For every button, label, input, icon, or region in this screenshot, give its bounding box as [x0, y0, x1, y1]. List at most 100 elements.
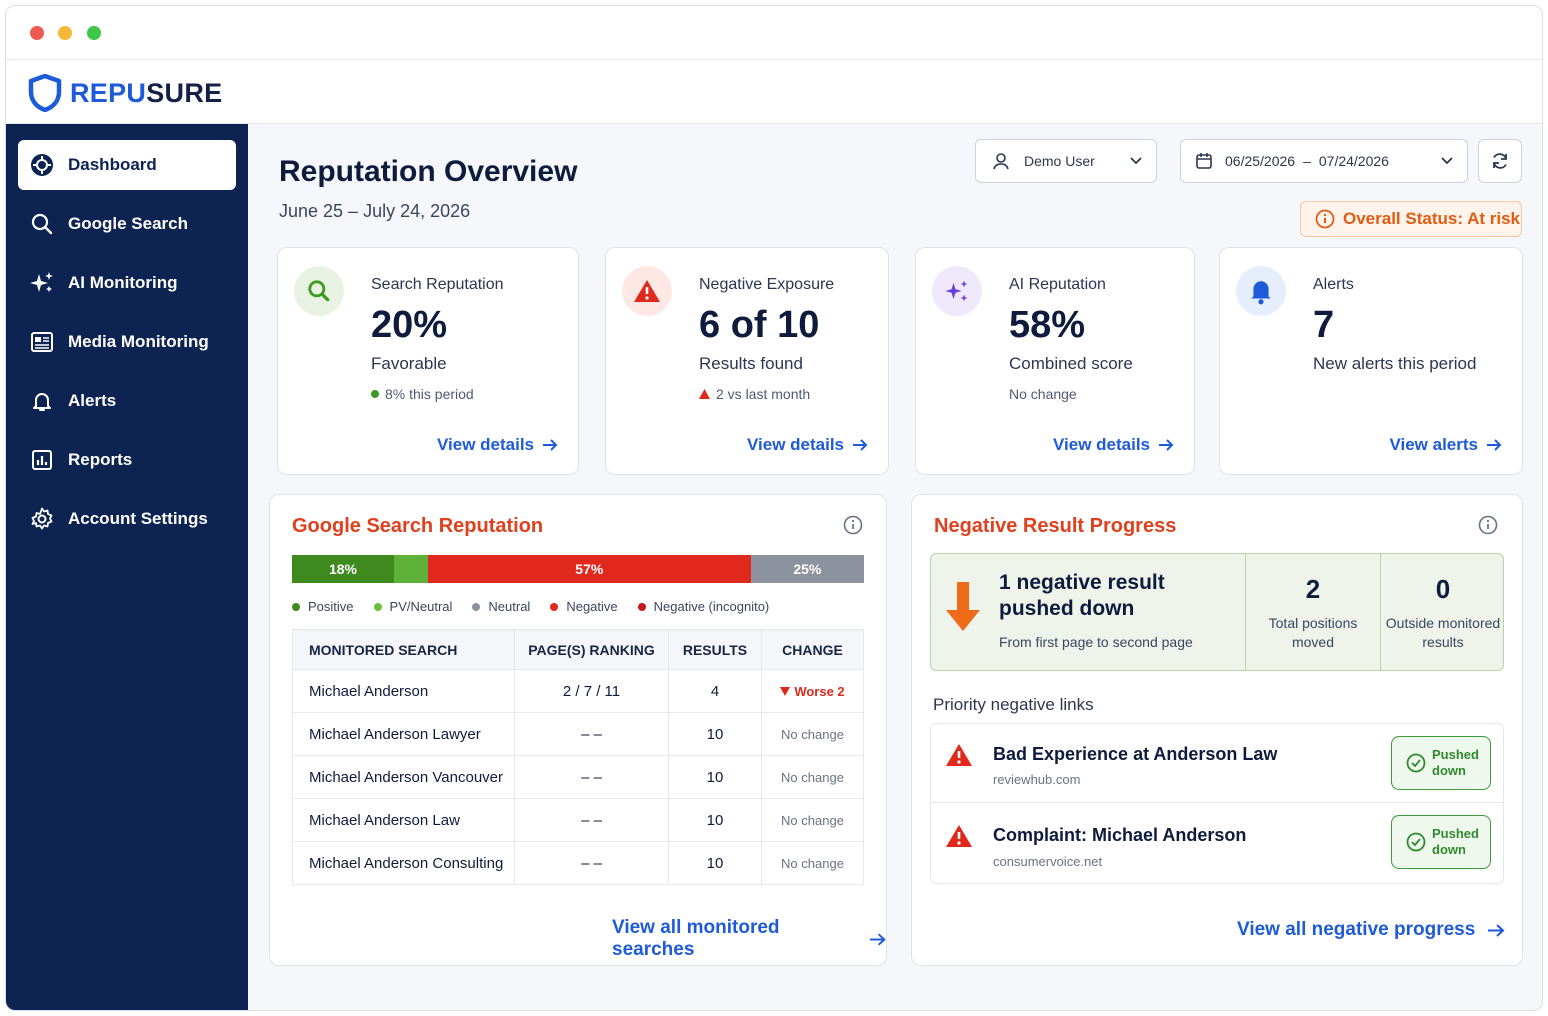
- card-trend: No change: [1009, 386, 1077, 402]
- sidebar-item-label: Dashboard: [68, 155, 157, 174]
- progress-headline: 1 negative result pushed down: [999, 570, 1165, 622]
- app-header: REPUSURE: [6, 60, 1542, 124]
- legend-item: Negative: [550, 599, 618, 614]
- legend-item: Negative (incognito): [637, 599, 769, 614]
- sidebar-item-ai-monitoring[interactable]: AI Monitoring: [18, 258, 236, 308]
- column-header[interactable]: MONITORED SEARCH: [292, 629, 515, 670]
- sidebar-item-media-monitoring[interactable]: Media Monitoring: [18, 317, 236, 367]
- view-details-link[interactable]: View details: [1053, 435, 1174, 455]
- search-term: Michael Anderson: [292, 669, 515, 713]
- view-all-monitored-searches-link[interactable]: View all monitored searches: [612, 917, 886, 961]
- view-all-negative-progress-link[interactable]: View all negative progress: [1237, 919, 1505, 941]
- legend-label: PV/Neutral: [389, 599, 453, 614]
- headline-line: 1 negative result: [999, 571, 1165, 594]
- user-icon: [993, 153, 1009, 170]
- sidebar-item-google-search[interactable]: Google Search: [18, 199, 236, 249]
- results-count: 4: [668, 669, 762, 713]
- legend-dot-icon: [292, 602, 300, 611]
- sidebar-item-alerts[interactable]: Alerts: [18, 376, 236, 426]
- card-trend-text: 2 vs last month: [716, 386, 811, 402]
- panel-title: Negative Result Progress: [934, 515, 1177, 537]
- search-term: Michael Anderson Law: [292, 798, 515, 842]
- change-cell: Worse 2: [761, 669, 864, 713]
- search-icon: [31, 213, 53, 235]
- page-date-range: June 25 – July 24, 2026: [279, 201, 471, 221]
- negative-result-progress-panel: Negative Result Progress 1 negative resu…: [911, 494, 1523, 966]
- link-title: Bad Experience at Anderson Law: [993, 744, 1278, 764]
- arrow-right-icon: [1488, 923, 1505, 937]
- column-header[interactable]: CHANGE: [761, 629, 864, 670]
- page-ranking: – –: [514, 755, 669, 799]
- badge-line: Pushed: [1432, 747, 1479, 762]
- change-value: No change: [761, 712, 864, 756]
- google-search-reputation-panel: Google Search Reputation 18% 57% 25% Posit…: [269, 494, 887, 966]
- stat-label: moved: [1291, 634, 1335, 650]
- green-dot-icon: [371, 390, 379, 398]
- card-trend-text: 8% this period: [385, 386, 474, 402]
- bell-icon: [1236, 266, 1286, 316]
- sidebar-item-dashboard[interactable]: Dashboard: [18, 140, 236, 190]
- table-row[interactable]: Michael Anderson 2 / 7 / 11 4 Worse 2: [292, 669, 864, 713]
- date-range-picker[interactable]: 06/25/2026 – 07/24/2026: [1180, 139, 1468, 183]
- maximize-window-button[interactable]: [87, 26, 101, 40]
- gear-icon: [31, 507, 53, 530]
- priority-link-item[interactable]: Bad Experience at Anderson Law reviewhub…: [930, 723, 1504, 803]
- card-value: 58%: [1009, 304, 1086, 346]
- chevron-down-icon: [1441, 157, 1453, 165]
- change-value: No change: [761, 798, 864, 842]
- view-details-link[interactable]: View details: [747, 435, 868, 455]
- chevron-down-icon: [1130, 157, 1142, 165]
- app-window: REPUSURE Dashboard Google Search AI Moni…: [5, 5, 1543, 1011]
- card-label: Combined score: [1009, 354, 1133, 373]
- view-details-link[interactable]: View details: [437, 435, 558, 455]
- card-title: Alerts: [1313, 276, 1354, 293]
- badge-line: Pushed: [1432, 826, 1479, 841]
- progress-summary: 1 negative result pushed down From first…: [930, 553, 1504, 671]
- monitored-searches-table: MONITORED SEARCH PAGE(S) RANKING RESULTS…: [292, 629, 864, 885]
- link-label: View details: [1052, 435, 1150, 454]
- sidebar-item-label: Account Settings: [68, 509, 208, 528]
- sparkles-icon: [30, 272, 53, 292]
- calendar-icon: [1196, 153, 1212, 169]
- minimize-window-button[interactable]: [58, 26, 72, 40]
- sidebar-item-account-settings[interactable]: Account Settings: [18, 494, 236, 544]
- sidebar-item-reports[interactable]: Reports: [18, 435, 236, 485]
- card-trend: 8% this period: [371, 386, 474, 402]
- legend-item: PV/Neutral: [373, 599, 453, 614]
- refresh-button[interactable]: [1478, 139, 1522, 183]
- link-domain: consumervoice.net: [993, 854, 1103, 869]
- column-header[interactable]: RESULTS: [668, 629, 762, 670]
- legend-dot-icon: [472, 602, 481, 611]
- arrow-right-icon: [1487, 439, 1502, 451]
- overall-status-text: Overall Status: At risk: [1343, 209, 1520, 228]
- table-row[interactable]: Michael Anderson Lawyer – – 10 No change: [292, 712, 864, 756]
- card-value: 6 of 10: [699, 304, 820, 346]
- info-icon[interactable]: [1478, 515, 1498, 535]
- info-icon[interactable]: [843, 515, 863, 535]
- date-end: 07/24/2026: [1318, 153, 1389, 169]
- search-term: Michael Anderson Consulting: [292, 841, 515, 885]
- table-row[interactable]: Michael Anderson Vancouver – – 10 No cha…: [292, 755, 864, 799]
- user-select[interactable]: Demo User: [975, 139, 1157, 183]
- headline-line: pushed down: [999, 597, 1135, 620]
- sidebar-item-label: Google Search: [68, 214, 188, 233]
- warning-icon: [622, 266, 672, 316]
- card-title: AI Reputation: [1009, 276, 1106, 293]
- stat-value: 0: [1435, 574, 1451, 604]
- search-icon: [294, 266, 344, 316]
- table-row[interactable]: Michael Anderson Consulting – – 10 No ch…: [292, 841, 864, 885]
- close-window-button[interactable]: [30, 26, 44, 40]
- date-start: 06/25/2026: [1225, 153, 1296, 169]
- view-alerts-link[interactable]: View alerts: [1389, 435, 1502, 455]
- page-title: Reputation Overview: [279, 155, 578, 188]
- column-header[interactable]: PAGE(S) RANKING: [514, 629, 669, 670]
- card-title: Search Reputation: [371, 276, 504, 293]
- results-count: 10: [668, 798, 762, 842]
- search-term: Michael Anderson Lawyer: [292, 712, 515, 756]
- user-select-value: Demo User: [1024, 153, 1095, 169]
- priority-link-item[interactable]: Complaint: Michael Anderson consumervoic…: [930, 802, 1504, 884]
- brand-logo[interactable]: REPUSURE: [28, 74, 222, 112]
- table-row[interactable]: Michael Anderson Law – – 10 No change: [292, 798, 864, 842]
- kpi-card-search-reputation: Search Reputation 20% Favorable 8% this …: [277, 247, 579, 475]
- card-title: Negative Exposure: [699, 276, 835, 293]
